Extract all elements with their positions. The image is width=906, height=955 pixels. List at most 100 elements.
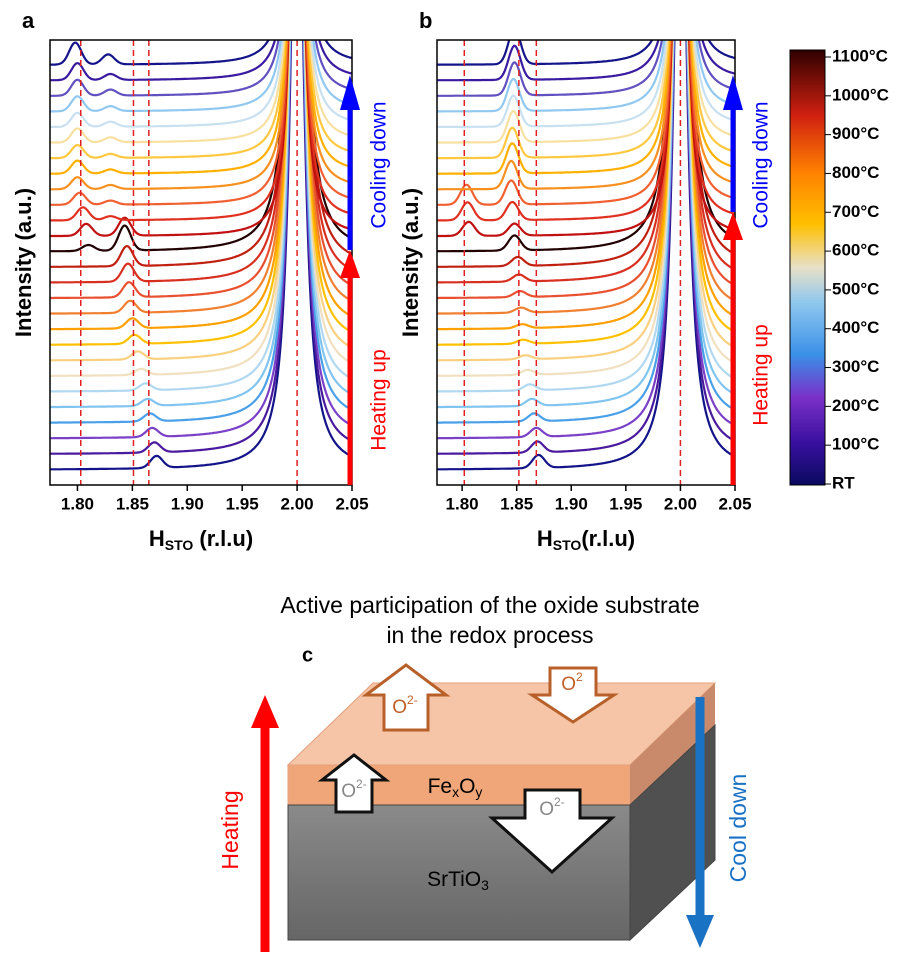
text-part: O <box>341 781 356 802</box>
text-part: STO <box>165 537 194 553</box>
x-tick-label: 2.05 <box>718 494 751 513</box>
diagram-title: in the redox process <box>386 622 593 648</box>
text-part: O <box>539 799 554 820</box>
colorbar-label: 800°C <box>832 163 879 182</box>
heating-arrowhead <box>340 250 360 278</box>
heating-arrowhead <box>723 212 743 240</box>
text-part: 2- <box>407 693 418 707</box>
x-tick-label: 1.85 <box>116 494 149 513</box>
curve <box>50 40 352 144</box>
curve <box>50 40 352 362</box>
panel-label: c <box>302 644 313 666</box>
text-part: H <box>537 526 553 551</box>
curve <box>437 40 735 471</box>
text-part: 3 <box>481 877 489 893</box>
x-tick-label: 1.95 <box>226 494 259 513</box>
curve <box>50 40 352 66</box>
x-tick-label: 1.80 <box>446 494 479 513</box>
x-tick-label: 1.80 <box>61 494 94 513</box>
curve <box>437 40 735 129</box>
film-label: FexOy <box>428 775 483 800</box>
curve <box>50 40 352 206</box>
colorbar-label: 1000°C <box>832 85 889 104</box>
curve <box>437 40 735 268</box>
curves <box>50 40 352 471</box>
curve <box>50 40 352 97</box>
x-tick-label: 2.00 <box>664 494 697 513</box>
heating-label: Heating up <box>368 349 391 451</box>
panel-label: a <box>22 8 35 33</box>
ion-label: O2- <box>539 795 564 820</box>
curve <box>50 40 352 191</box>
curve <box>437 40 735 238</box>
curve <box>437 40 735 377</box>
curve <box>50 40 352 440</box>
diagram-title: Active participation of the oxide substr… <box>280 592 699 618</box>
curve <box>50 40 352 346</box>
heating-label: Heating up <box>750 324 773 426</box>
y-axis-label: Intensity (a.u.) <box>398 188 423 337</box>
curve <box>437 40 735 393</box>
curve <box>50 40 352 377</box>
colorbar-label: 500°C <box>832 279 879 298</box>
curve <box>50 40 352 129</box>
curve <box>50 40 352 113</box>
text-part: 2 <box>576 670 583 684</box>
curve <box>437 40 735 97</box>
colorbar-label: RT <box>832 473 855 492</box>
text-part: STO <box>553 537 582 553</box>
curve <box>437 40 735 315</box>
cooling-arrowhead <box>340 75 360 110</box>
ion-label: O2- <box>392 693 417 718</box>
curve <box>437 40 735 455</box>
ion-label: O2- <box>341 777 366 802</box>
text-part: y <box>475 784 482 800</box>
x-tick-label: 2.00 <box>281 494 314 513</box>
curve <box>50 40 352 424</box>
colorbar-label: 600°C <box>832 241 879 260</box>
y-axis-label: Intensity (a.u.) <box>11 188 36 337</box>
x-tick-label: 1.90 <box>171 494 204 513</box>
curve <box>437 40 735 66</box>
curve <box>50 40 352 238</box>
x-tick-label: 1.90 <box>555 494 588 513</box>
text-part: O <box>561 674 576 695</box>
curve <box>437 40 735 424</box>
curves <box>437 40 735 471</box>
curve <box>437 40 735 284</box>
colorbar-label: 900°C <box>832 124 879 143</box>
ion-label: O2 <box>561 670 583 695</box>
text-part: H <box>149 526 165 551</box>
x-tick-label: 1.95 <box>609 494 642 513</box>
curve <box>437 40 735 160</box>
curve <box>50 40 352 331</box>
cooling-arrowhead <box>723 75 743 110</box>
curve <box>437 40 735 409</box>
curve <box>50 40 352 284</box>
curve <box>50 40 352 409</box>
curve <box>437 40 735 362</box>
curve <box>437 40 735 206</box>
curve <box>437 40 735 440</box>
colorbar-label: 700°C <box>832 202 879 221</box>
substrate-label: SrTiO3 <box>427 868 489 893</box>
curve <box>437 40 735 222</box>
text-part: O <box>459 775 475 798</box>
x-axis-label: HSTO (r.l.u) <box>149 526 253 553</box>
colorbar <box>789 49 826 486</box>
x-tick-label: 1.85 <box>500 494 533 513</box>
text-part: 2- <box>554 795 565 809</box>
cooling-label: Cooling down <box>368 101 391 228</box>
curve <box>50 40 352 160</box>
curve <box>50 40 352 455</box>
curve <box>437 40 735 175</box>
block <box>251 663 717 952</box>
text-part: 2- <box>356 777 367 791</box>
x-axis-label: HSTO(r.l.u) <box>537 526 635 553</box>
colorbar-label: 1100°C <box>832 46 888 65</box>
x-tick-label: 2.05 <box>335 494 368 513</box>
text-part: (r.l.u) <box>581 526 635 551</box>
curve <box>50 40 352 315</box>
text-part: SrTiO <box>427 868 481 891</box>
curve <box>50 40 352 82</box>
